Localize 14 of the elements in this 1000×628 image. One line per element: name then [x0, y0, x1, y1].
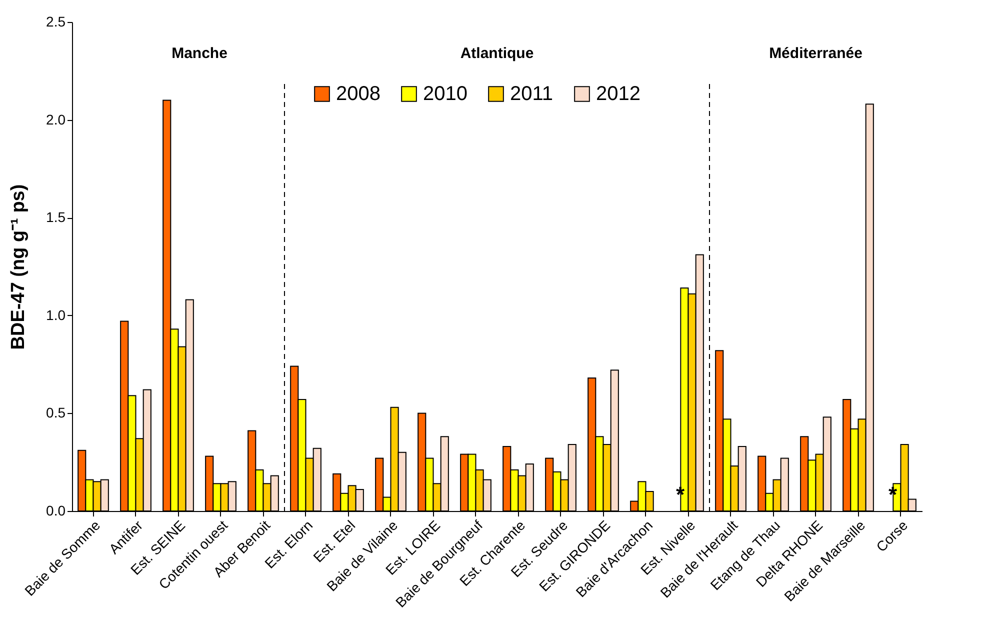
legend-label: 2012 [596, 83, 640, 105]
y-tick-label: 0.5 [46, 404, 66, 421]
legend-label: 2008 [336, 83, 380, 105]
y-axis-title: BDE-47 (ng g⁻¹ ps) [8, 184, 30, 350]
y-tick-label: 2.5 [46, 14, 66, 30]
legend-label: 2010 [423, 83, 468, 105]
y-tick-label: 0.0 [46, 502, 66, 518]
y-tick-label: 1.0 [46, 306, 66, 323]
annotation: Manche [172, 45, 228, 62]
y-tick-label: 1.5 [46, 209, 66, 226]
annotation: Atlantique [460, 45, 534, 62]
y-tick-label: 2.0 [46, 111, 66, 128]
legend-label: 2011 [510, 83, 554, 105]
annotation: Méditerranée [769, 45, 862, 62]
